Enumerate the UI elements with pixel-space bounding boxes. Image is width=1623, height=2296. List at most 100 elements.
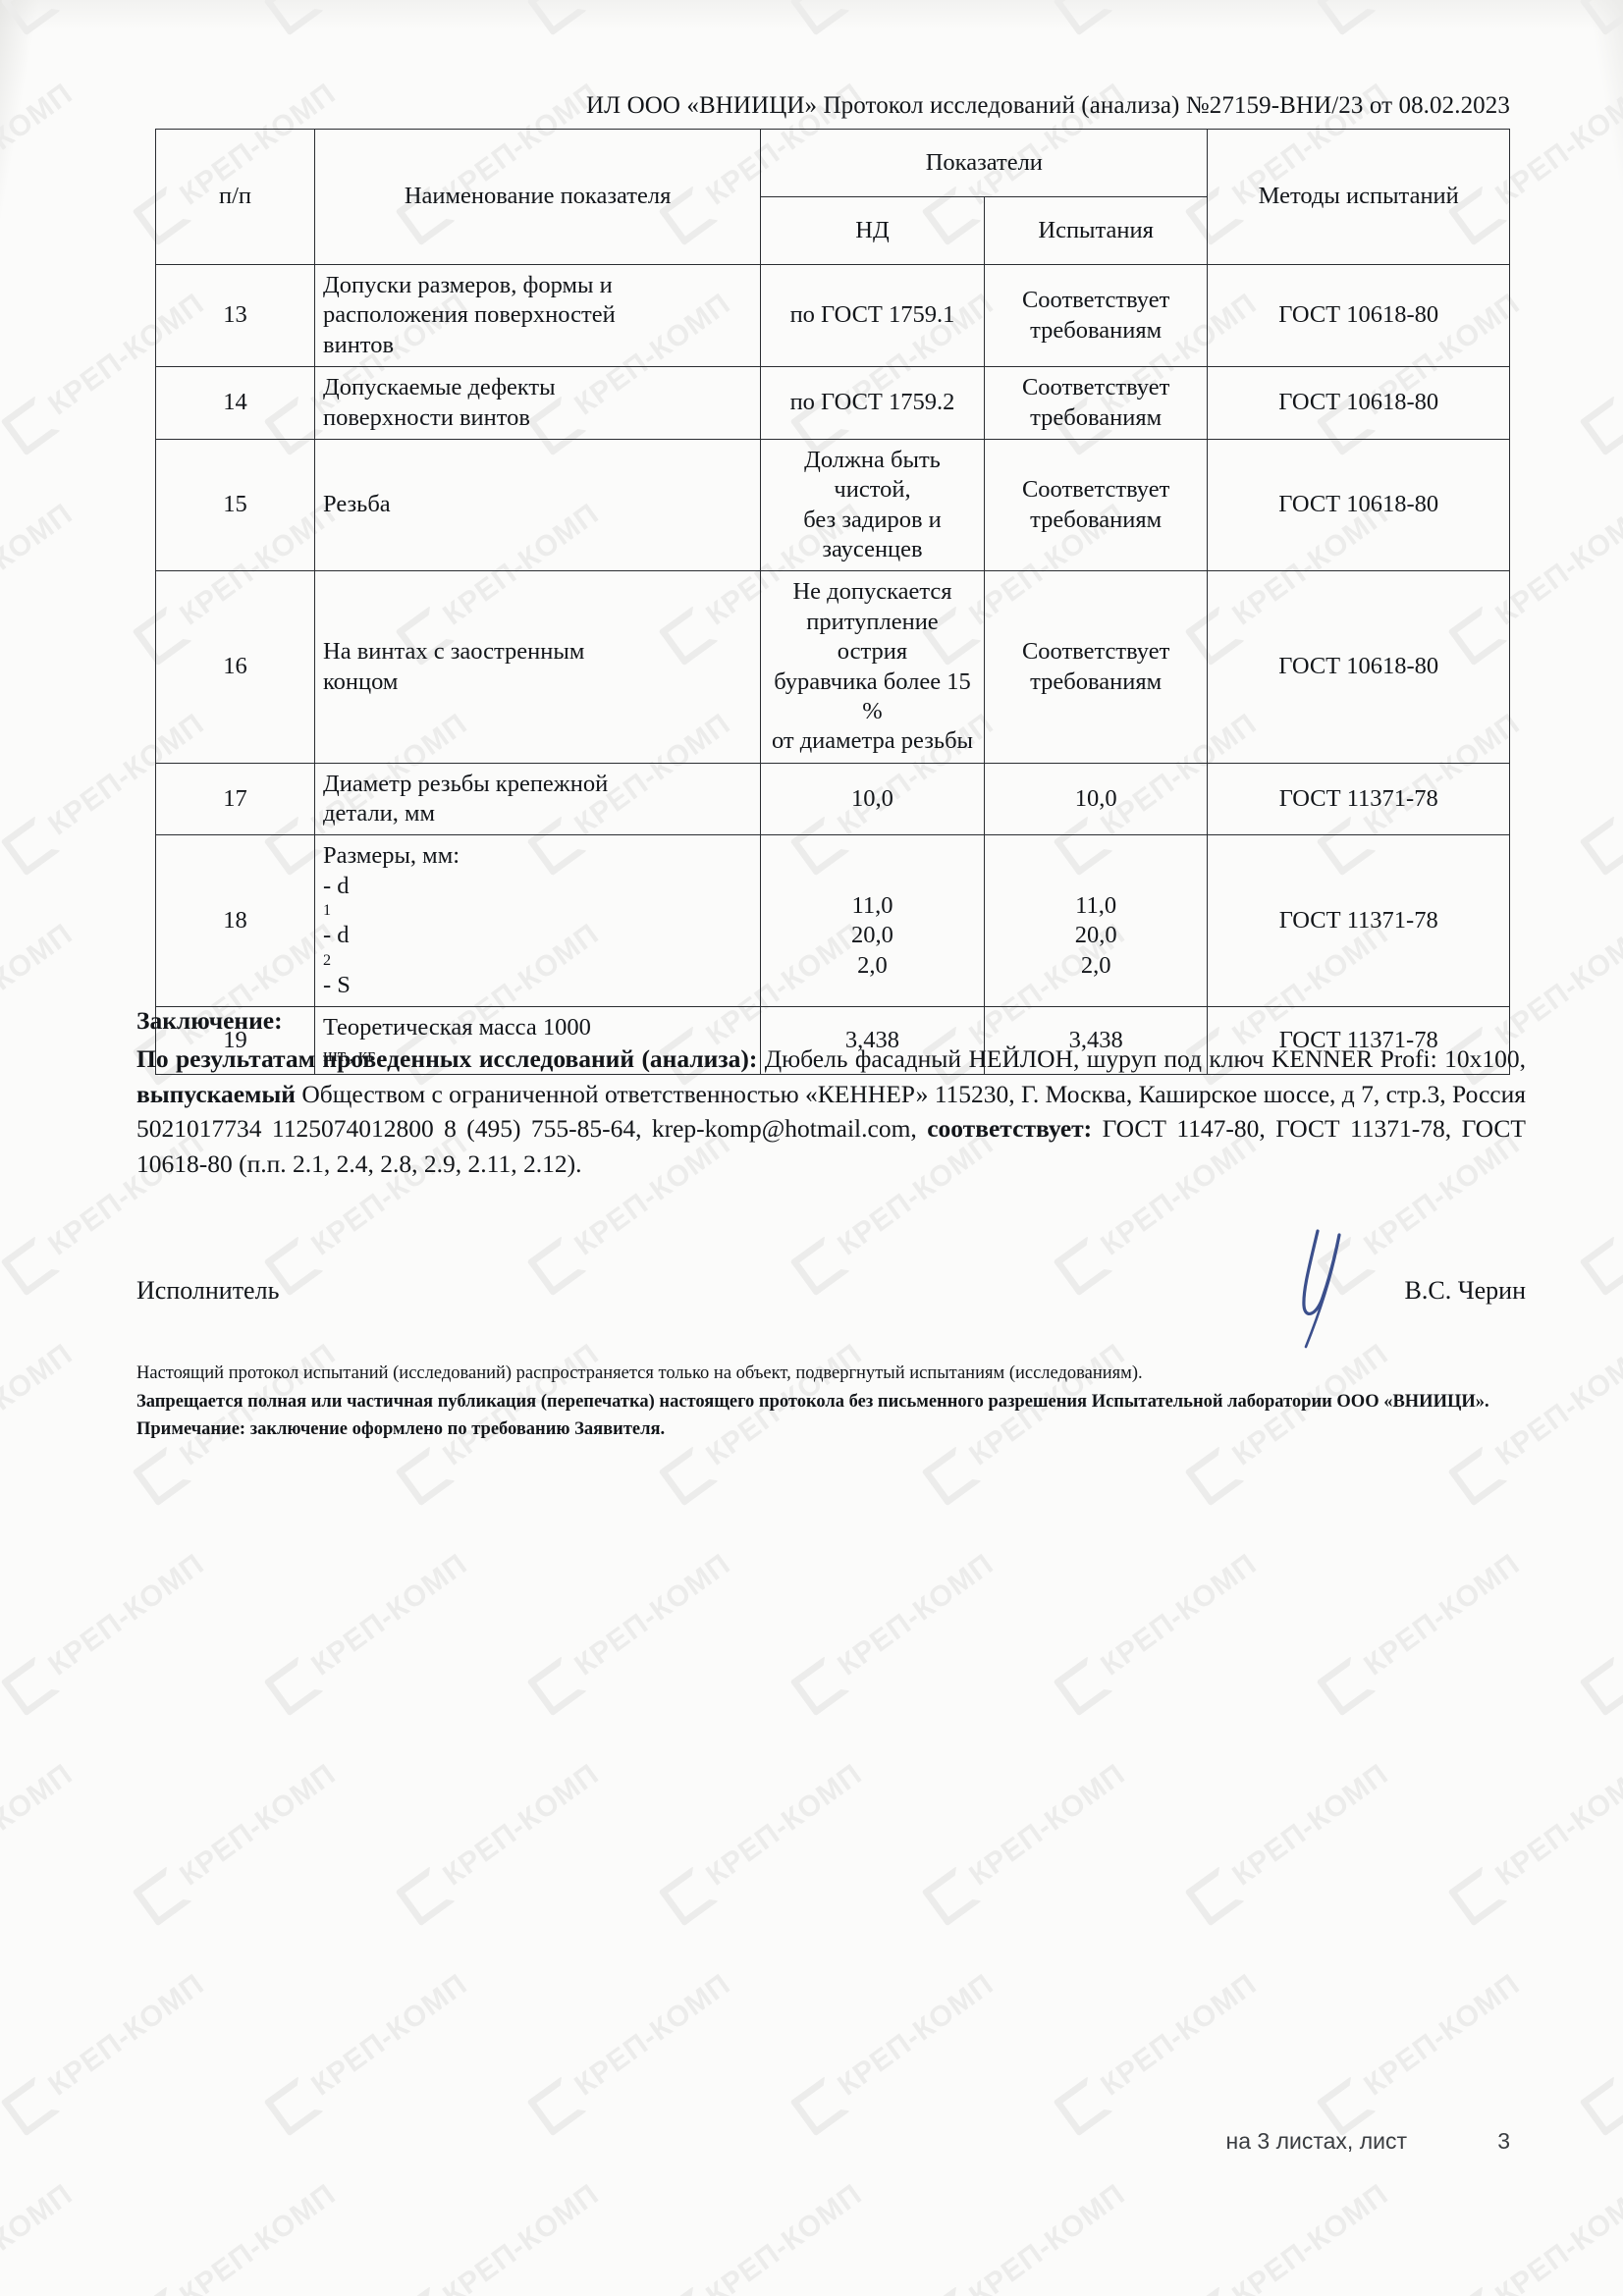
watermark-bracket-icon: [921, 1865, 983, 1927]
watermark-label: КРЕП-КОМП: [1358, 1967, 1527, 2103]
watermark-bracket-icon: [526, 1235, 588, 1297]
cell-indicator-name: Резьба: [314, 438, 762, 572]
watermark-bracket-icon: [1053, 1655, 1114, 1717]
cell-nd: Не допускается притупление острия буравчик…: [760, 570, 985, 764]
watermark-bracket-icon: [1579, 1655, 1623, 1717]
watermark-bracket-icon: [526, 1655, 588, 1717]
watermark-bracket-icon: [526, 2075, 588, 2137]
cell-test: 10,0: [983, 762, 1209, 836]
table-row: 13 Допуски размеров, формы и расположения …: [154, 263, 1510, 368]
cell-test-line: [993, 861, 1200, 890]
cell-method: ГОСТ 11371-78: [1207, 762, 1510, 836]
cell-nd-line: 11,0: [851, 891, 893, 919]
watermark-bracket-icon: [263, 2075, 325, 2137]
cell-nd-line: заусенцев: [822, 536, 923, 562]
cell-method: ГОСТ 10618-80: [1207, 438, 1510, 572]
watermark-bracket-icon: [1447, 2285, 1509, 2296]
cell-nd-line: буравчика более 15 %: [774, 667, 971, 724]
conclusion-section: Заключение: По результатам проведенных и…: [136, 1003, 1526, 1181]
column-header-indicator-name: Наименование показателя: [314, 129, 762, 265]
watermark-bracket-icon: [921, 1445, 983, 1507]
cell-nd-line: Должна быть чистой,: [804, 446, 941, 504]
watermark-label: КРЕП-КОМП: [963, 2177, 1132, 2296]
table-row: 16 На винтах с заостренным концом Не допуск…: [154, 570, 1510, 764]
watermark-label: КРЕП-КОМП: [832, 1967, 1001, 2103]
watermark-tile: КРЕП-КОМП: [0, 1964, 214, 2137]
watermark-bracket-icon: [132, 1445, 193, 1507]
cell-method: ГОСТ 10618-80: [1207, 366, 1510, 440]
watermark-label: КРЕП-КОМП: [174, 2177, 343, 2296]
signature-role-label: Исполнитель: [136, 1276, 280, 1305]
cell-indicator-name-line: Размеры, мм:: [323, 842, 460, 870]
cell-method: ГОСТ 10618-80: [1207, 263, 1510, 368]
cell-indicator-name-line: расположения поверхностей: [323, 301, 616, 329]
watermark-bracket-icon: [1579, 2075, 1623, 2137]
watermark-label: КРЕП-КОМП: [1358, 0, 1526, 2]
column-header-indicators: Показатели: [760, 129, 1209, 197]
watermark-label: КРЕП-КОМП: [832, 1547, 1001, 1682]
footer-page-number: 3: [1497, 2128, 1510, 2154]
watermark-tile: КРЕП-КОМП: [1579, 1964, 1623, 2137]
watermark-label: КРЕП-КОМП: [1358, 1547, 1527, 1682]
watermark-tile: КРЕП-КОМП: [0, 494, 82, 666]
watermark-bracket-icon: [1579, 1235, 1623, 1297]
cell-indicator-name: Допускаемые дефекты поверхности винтов: [314, 366, 762, 440]
cell-indicator-name-line: детали, мм: [323, 800, 436, 827]
watermark-tile: КРЕП-КОМП: [0, 0, 214, 36]
table-body: 13 Допуски размеров, формы и расположения …: [154, 263, 1510, 1076]
watermark-tile: КРЕП-КОМП: [1053, 1544, 1267, 1717]
table-row: 17 Диаметр резьбы крепежной детали, мм 10,0…: [154, 762, 1510, 836]
watermark-label: КРЕП-КОМП: [305, 1967, 474, 2103]
watermark-bracket-icon: [0, 1655, 62, 1717]
column-header-test-methods: Методы испытаний: [1207, 129, 1510, 265]
watermark-bracket-icon: [395, 1445, 457, 1507]
cell-test: 11,0 20,0 2,0: [983, 834, 1209, 1007]
cell-test-line: 20,0: [1074, 922, 1117, 949]
column-header-number: п/п: [154, 129, 316, 265]
watermark-tile: КРЕП-КОМП: [132, 2174, 346, 2296]
watermark-label: КРЕП-КОМП: [437, 1757, 606, 1893]
watermark-bracket-icon: [0, 0, 62, 36]
watermark-tile: КРЕП-КОМП: [789, 1964, 1003, 2137]
watermark-label: КРЕП-КОМП: [1489, 1757, 1623, 1893]
cell-indicator-name-line: Допуски размеров, формы и: [323, 272, 613, 298]
column-header-test: Испытания: [983, 196, 1209, 265]
watermark-bracket-icon: [789, 2075, 851, 2137]
watermark-label: КРЕП-КОМП: [0, 1337, 80, 1472]
cell-nd: по ГОСТ 1759.1: [760, 263, 985, 368]
cell-test-line: 10,0: [1074, 784, 1117, 812]
watermark-tile: КРЕП-КОМП: [526, 1544, 740, 1717]
watermark-tile: КРЕП-КОМП: [1053, 0, 1267, 36]
watermark-bracket-icon: [395, 1865, 457, 1927]
conclusion-product: Дюбель фасадный НЕЙЛОН, шуруп под ключ K…: [757, 1044, 1526, 1074]
watermark-tile: КРЕП-КОМП: [789, 0, 1003, 36]
watermark-label: КРЕП-КОМП: [1095, 1967, 1264, 2103]
watermark-tile: КРЕП-КОМП: [1053, 1964, 1267, 2137]
watermark-bracket-icon: [263, 0, 325, 36]
watermark-tile: КРЕП-КОМП: [395, 2174, 609, 2296]
cell-nd-line: 2,0: [857, 951, 888, 979]
footnotes-block: Настоящий протокол испытаний (исследован…: [136, 1360, 1531, 1444]
footnote-reprint-prohibition: Запрещается полная или частичная публика…: [136, 1391, 1489, 1412]
watermark-label: КРЕП-КОМП: [1226, 2177, 1395, 2296]
watermark-tile: КРЕП-КОМП: [263, 1544, 477, 1717]
watermark-bracket-icon: [1184, 2285, 1246, 2296]
watermark-bracket-icon: [658, 1445, 720, 1507]
cell-indicator-name-line: концом: [323, 667, 399, 695]
watermark-tile: КРЕП-КОМП: [1316, 1544, 1530, 1717]
watermark-bracket-icon: [1053, 0, 1114, 36]
watermark-bracket-icon: [1579, 395, 1623, 456]
cell-indicator-name-line: Диаметр резьбы крепежной: [323, 770, 609, 797]
watermark-bracket-icon: [0, 1235, 62, 1297]
watermark-label: КРЕП-КОМП: [0, 1757, 80, 1893]
watermark-label: КРЕП-КОМП: [305, 1547, 474, 1682]
footnote-note: Примечание: заключение оформлено по треб…: [136, 1419, 666, 1440]
cell-indicator-name-line: - S: [323, 971, 351, 998]
cell-test-line: 2,0: [1080, 951, 1111, 979]
cell-nd-line: по ГОСТ 1759.1: [789, 301, 955, 329]
watermark-tile: КРЕП-КОМП: [0, 1544, 214, 1717]
watermark-tile: КРЕП-КОМП: [1447, 1754, 1623, 1927]
cell-test-line: требованиям: [1030, 506, 1163, 533]
cell-indicator-name-line: поверхности винтов: [323, 403, 530, 431]
